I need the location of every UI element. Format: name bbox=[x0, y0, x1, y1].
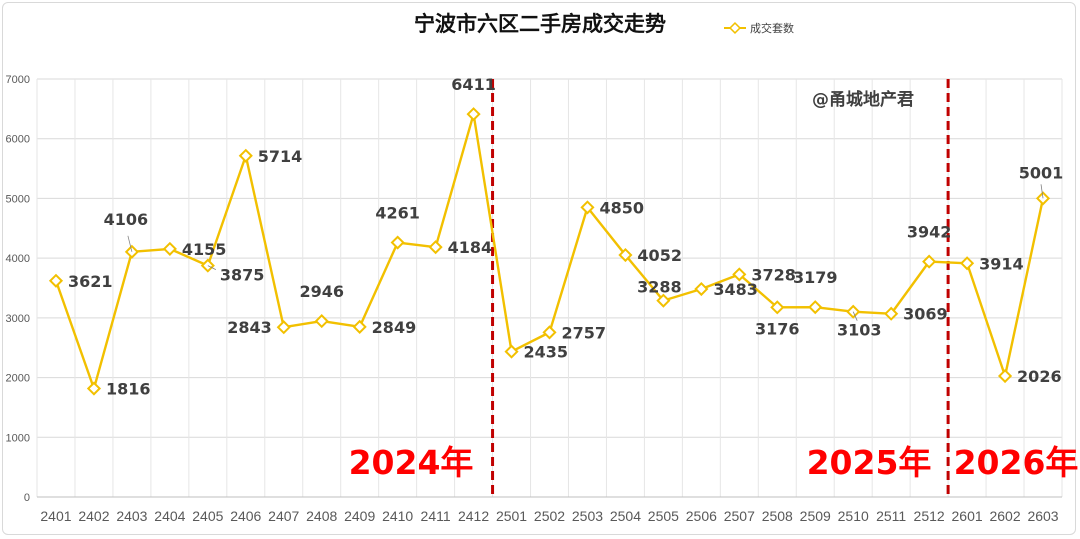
data-point-marker bbox=[504, 344, 519, 359]
data-label: 2946 bbox=[299, 282, 344, 301]
legend-marker-icon bbox=[728, 21, 742, 35]
data-label: 2757 bbox=[562, 323, 607, 342]
data-label: 4850 bbox=[599, 198, 644, 217]
data-label: 3728 bbox=[751, 265, 796, 284]
data-point-marker bbox=[732, 267, 747, 282]
data-label: 4155 bbox=[182, 240, 227, 259]
year-label: 2025年 bbox=[807, 443, 932, 482]
x-tick-label: 2510 bbox=[838, 508, 869, 524]
y-tick-label: 2000 bbox=[6, 373, 30, 385]
x-tick-label: 2505 bbox=[648, 508, 679, 524]
x-tick-label: 2405 bbox=[192, 508, 223, 524]
data-label: 2843 bbox=[227, 318, 272, 337]
data-point-marker bbox=[352, 319, 367, 334]
data-label: 3942 bbox=[907, 223, 952, 242]
data-label: 6411 bbox=[451, 75, 496, 94]
x-tick-label: 2501 bbox=[496, 508, 527, 524]
data-point-marker bbox=[884, 306, 899, 321]
data-point-marker bbox=[997, 368, 1013, 384]
data-label: 3288 bbox=[637, 278, 682, 297]
year-label: 2026年 bbox=[954, 443, 1079, 482]
data-label: 1816 bbox=[106, 380, 151, 399]
x-tick-label: 2601 bbox=[952, 508, 983, 524]
data-label: 4184 bbox=[448, 238, 493, 257]
x-tick-label: 2512 bbox=[914, 508, 945, 524]
x-tick-label: 2402 bbox=[78, 508, 109, 524]
data-point-marker bbox=[922, 254, 937, 269]
x-tick-label: 2507 bbox=[724, 508, 755, 524]
data-point-marker bbox=[238, 148, 253, 163]
data-point-marker bbox=[162, 241, 177, 256]
data-label: 5714 bbox=[258, 147, 303, 166]
data-label-leader bbox=[1040, 184, 1044, 199]
legend-label: 成交套数 bbox=[750, 21, 794, 35]
data-point-marker bbox=[542, 325, 557, 340]
y-tick-label: 3000 bbox=[6, 313, 30, 325]
data-point-marker bbox=[694, 281, 709, 297]
data-label: 3176 bbox=[755, 319, 800, 338]
y-tick-label: 0 bbox=[24, 492, 30, 504]
x-tick-label: 2502 bbox=[534, 508, 565, 524]
x-tick-label: 2508 bbox=[762, 508, 793, 524]
data-point-marker bbox=[656, 293, 671, 308]
chart-title: 宁波市六区二手房成交走势 bbox=[414, 12, 666, 36]
watermark-label: @甬城地产君 bbox=[812, 89, 914, 110]
x-tick-label: 2511 bbox=[876, 508, 906, 524]
data-label: 3914 bbox=[979, 254, 1024, 273]
x-tick-label: 2404 bbox=[154, 508, 185, 524]
data-label-leader bbox=[207, 265, 217, 270]
x-tick-label: 2408 bbox=[306, 508, 337, 524]
data-point-marker bbox=[960, 256, 975, 271]
data-label: 4052 bbox=[637, 246, 682, 265]
data-label: 3875 bbox=[220, 266, 265, 285]
x-tick-label: 2411 bbox=[421, 508, 451, 524]
x-tick-label: 2506 bbox=[686, 508, 717, 524]
x-tick-label: 2509 bbox=[800, 508, 831, 524]
data-point-marker bbox=[314, 314, 329, 329]
data-label-leader bbox=[127, 235, 133, 252]
data-label-leader bbox=[852, 311, 858, 321]
data-point-marker bbox=[770, 300, 785, 315]
data-label: 4106 bbox=[104, 210, 149, 229]
y-tick-label: 7000 bbox=[6, 74, 30, 86]
data-point-marker bbox=[428, 240, 443, 255]
data-point-marker bbox=[390, 235, 405, 250]
x-tick-label: 2406 bbox=[230, 508, 261, 524]
data-label: 4261 bbox=[375, 204, 420, 223]
data-label: 2435 bbox=[524, 343, 569, 362]
data-point-marker bbox=[276, 320, 291, 335]
data-label: 2026 bbox=[1017, 367, 1062, 386]
data-point-marker bbox=[580, 200, 595, 215]
data-point-marker bbox=[466, 107, 481, 122]
data-label: 3103 bbox=[837, 321, 882, 340]
y-tick-label: 5000 bbox=[6, 193, 30, 205]
data-point-marker bbox=[86, 381, 102, 396]
data-label: 3483 bbox=[713, 280, 758, 299]
x-tick-label: 2603 bbox=[1027, 508, 1058, 524]
x-tick-label: 2410 bbox=[382, 508, 413, 524]
year-label: 2024年 bbox=[349, 443, 474, 482]
data-point-marker bbox=[48, 273, 64, 288]
y-tick-label: 6000 bbox=[6, 134, 30, 146]
data-label: 5001 bbox=[1019, 163, 1064, 182]
x-tick-label: 2412 bbox=[458, 508, 489, 524]
data-label: 3069 bbox=[903, 305, 948, 324]
x-tick-label: 2504 bbox=[610, 508, 641, 524]
data-label: 2849 bbox=[372, 318, 417, 337]
y-tick-label: 1000 bbox=[6, 432, 30, 444]
x-tick-label: 2401 bbox=[40, 508, 71, 524]
x-tick-label: 2602 bbox=[989, 508, 1020, 524]
x-tick-label: 2503 bbox=[572, 508, 603, 524]
x-tick-label: 2407 bbox=[268, 508, 299, 524]
x-tick-label: 2409 bbox=[344, 508, 375, 524]
data-point-marker bbox=[808, 300, 823, 315]
x-tick-label: 2403 bbox=[116, 508, 147, 524]
y-tick-label: 4000 bbox=[6, 253, 30, 265]
data-label: 3621 bbox=[68, 272, 113, 291]
data-point-marker bbox=[618, 247, 633, 263]
data-label: 3179 bbox=[793, 268, 838, 287]
